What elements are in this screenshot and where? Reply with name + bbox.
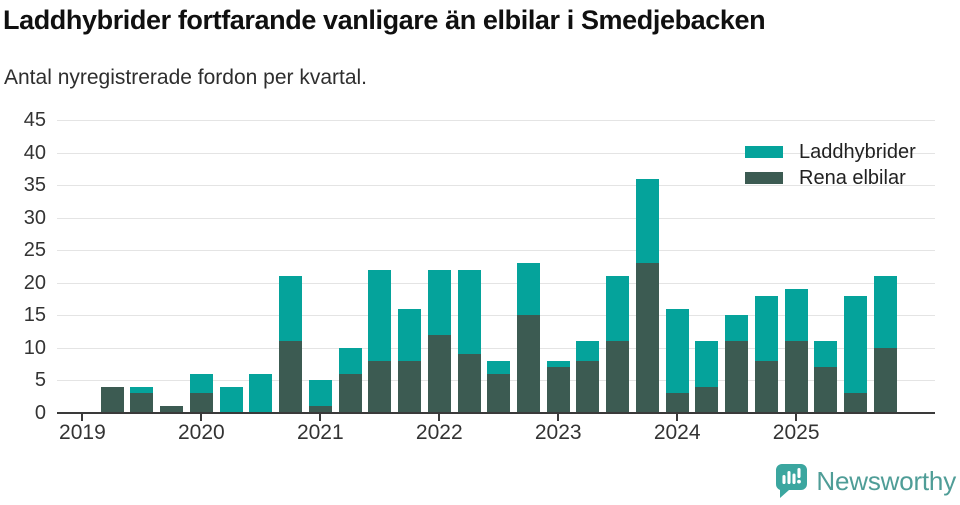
year-tick	[200, 414, 203, 421]
bar-segment-laddhybrider	[606, 276, 630, 342]
y-axis-label: 35	[23, 174, 46, 197]
x-axis-label: 2023	[534, 421, 582, 444]
legend: Laddhybrider Rena elbilar	[745, 139, 916, 191]
x-axis-label: 2022	[415, 421, 463, 444]
x-axis-label: 2021	[296, 421, 344, 444]
bar-segment-laddhybrider	[873, 276, 897, 348]
x-axis-label: 2019	[59, 421, 106, 444]
legend-swatch	[745, 146, 783, 158]
bar-segment-laddhybrider	[576, 341, 600, 361]
bar-segment-rena-elbilar	[130, 393, 154, 413]
bar-segment-rena-elbilar	[338, 373, 362, 413]
legend-swatch	[745, 172, 783, 184]
legend-label: Laddhybrider	[799, 140, 916, 163]
bar-segment-laddhybrider	[635, 178, 659, 264]
bar-segment-rena-elbilar	[546, 367, 570, 413]
y-axis-label: 5	[34, 369, 46, 392]
bar-segment-rena-elbilar	[517, 315, 540, 413]
chart-subtitle: Antal nyregistrerade fordon per kvartal.	[4, 66, 368, 89]
brand-footer: Newsworthy	[775, 463, 956, 499]
bar-segment-laddhybrider	[308, 380, 332, 407]
bar-segment-laddhybrider	[249, 373, 273, 413]
bar-segment-rena-elbilar	[784, 341, 808, 413]
y-axis-label: 25	[23, 239, 46, 262]
y-axis-label: 15	[23, 304, 46, 327]
brand-name: Newsworthy	[816, 465, 956, 496]
x-axis-label: 2024	[653, 421, 701, 444]
bar-segment-rena-elbilar	[606, 341, 630, 413]
bar-segment-rena-elbilar	[457, 354, 481, 413]
bar-segment-laddhybrider	[189, 373, 213, 394]
y-axis-label: 45	[23, 109, 46, 131]
chart-title: Laddhybrider fortfarande vanligare än el…	[3, 5, 766, 35]
bar-segment-laddhybrider	[219, 386, 243, 413]
bar-segment-laddhybrider	[665, 308, 689, 394]
year-tick	[81, 414, 84, 421]
bar-segment-rena-elbilar	[844, 393, 868, 413]
x-axis-line	[57, 412, 935, 414]
year-tick	[557, 414, 560, 421]
bar-segment-laddhybrider	[546, 360, 570, 368]
bar-segment-laddhybrider	[427, 269, 451, 335]
y-axis-label: 10	[23, 336, 46, 359]
bar-segment-rena-elbilar	[487, 373, 511, 413]
gridline	[57, 217, 935, 219]
bar-segment-rena-elbilar	[665, 393, 689, 413]
x-axis-label: 2025	[772, 421, 820, 444]
bar-segment-rena-elbilar	[695, 386, 719, 413]
bar-segment-rena-elbilar	[100, 386, 124, 413]
bar-segment-laddhybrider	[695, 341, 719, 387]
y-axis-label: 40	[23, 141, 46, 164]
legend-label: Rena elbilar	[799, 166, 906, 189]
bar-segment-laddhybrider	[279, 276, 303, 342]
bar-segment-laddhybrider	[398, 308, 422, 361]
bar-segment-laddhybrider	[517, 263, 540, 316]
legend-item: Rena elbilar	[745, 165, 916, 191]
gridline	[57, 185, 935, 187]
newsworthy-logo-icon	[776, 464, 808, 498]
bar-segment-rena-elbilar	[368, 360, 392, 413]
bar-segment-laddhybrider	[338, 347, 362, 374]
bar-segment-laddhybrider	[368, 269, 392, 361]
bar-segment-rena-elbilar	[308, 406, 332, 413]
bar-segment-laddhybrider	[784, 289, 808, 342]
bar-segment-rena-elbilar	[635, 263, 659, 413]
bar-segment-rena-elbilar	[576, 360, 600, 413]
gridline	[57, 152, 935, 154]
bar-segment-laddhybrider	[754, 295, 778, 361]
bar-segment-rena-elbilar	[873, 347, 897, 413]
y-axis-label: 30	[23, 206, 46, 229]
gridline	[57, 347, 935, 349]
y-axis-label: 0	[34, 402, 46, 424]
year-tick	[795, 414, 798, 421]
bar-segment-rena-elbilar	[754, 360, 778, 413]
bar-segment-rena-elbilar	[160, 406, 184, 413]
bar-segment-rena-elbilar	[189, 393, 213, 413]
y-axis-label: 20	[23, 271, 46, 294]
legend-item: Laddhybrider	[745, 139, 916, 165]
x-axis-label: 2020	[178, 421, 225, 444]
gridline	[57, 120, 935, 121]
bar-segment-laddhybrider	[725, 315, 749, 342]
bar-segment-laddhybrider	[844, 295, 868, 394]
gridline	[57, 250, 935, 252]
bar-segment-laddhybrider	[130, 386, 154, 394]
bar-segment-rena-elbilar	[279, 341, 303, 413]
bar-segment-laddhybrider	[457, 269, 481, 355]
year-tick	[676, 414, 679, 421]
bar-segment-laddhybrider	[814, 341, 838, 368]
year-tick	[438, 414, 441, 421]
gridline	[57, 315, 935, 317]
year-tick	[319, 414, 322, 421]
bar-segment-rena-elbilar	[725, 341, 749, 413]
bar-segment-rena-elbilar	[814, 367, 838, 413]
bar-segment-rena-elbilar	[398, 360, 422, 413]
bar-segment-laddhybrider	[487, 360, 511, 374]
gridline	[57, 282, 935, 284]
bar-segment-rena-elbilar	[427, 334, 451, 413]
